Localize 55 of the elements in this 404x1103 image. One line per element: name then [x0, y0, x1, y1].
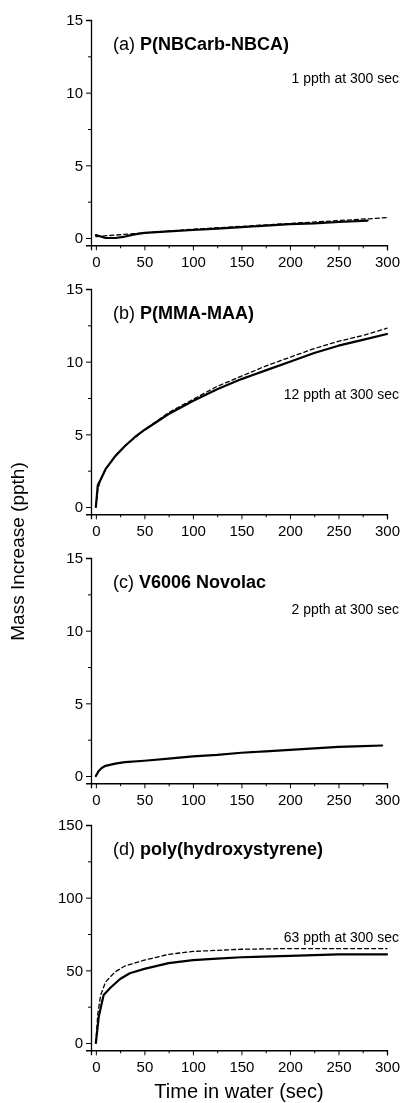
y-tick-label: 0: [74, 229, 83, 247]
text: (b) P(MMA-MAA): [113, 303, 254, 323]
annotation: 63 ppth at 300 sec: [283, 929, 399, 946]
x-tick-label: 200: [277, 790, 303, 808]
x-tick-label: 100: [180, 1057, 206, 1075]
x-tick-label: 200: [277, 521, 303, 539]
x-tick-label: 150: [229, 1057, 255, 1075]
x-tick-label: 100: [180, 521, 206, 539]
x-tick-label: 100: [180, 790, 206, 808]
x-tick-label: 300: [374, 1057, 401, 1075]
line-series: [94, 744, 384, 778]
x-tick-label: 150: [229, 252, 255, 270]
y-tick-label: 15: [66, 11, 83, 29]
x-tick-label: 50: [136, 1057, 154, 1075]
x-tick-label: 0: [92, 1057, 101, 1075]
y-tick-label: 15: [66, 549, 83, 567]
annotation: 1 ppth at 300 sec: [291, 70, 399, 87]
y-tick-label: 150: [57, 816, 83, 834]
x-tick-label: 250: [326, 252, 352, 270]
y-tick-label: 0: [74, 1034, 83, 1052]
y-tick-label: 50: [66, 961, 83, 979]
annotation: 12 ppth at 300 sec: [283, 386, 399, 403]
x-tick-label: 50: [136, 521, 154, 539]
x-tick-label: 250: [326, 790, 352, 808]
x-tick-label: 300: [374, 521, 401, 539]
y-tick-label: 5: [74, 425, 83, 443]
x-tick-label: 0: [92, 790, 101, 808]
y-tick-label: 5: [74, 694, 83, 712]
y-axis-title: Mass Increase (ppth): [7, 462, 28, 641]
x-tick-label: 150: [229, 521, 255, 539]
x-tick-label: 250: [326, 1057, 352, 1075]
y-tick-label: 5: [74, 156, 83, 174]
x-axis-title: Time in water (sec): [154, 1080, 324, 1103]
x-tick-label: 100: [180, 252, 206, 270]
x-tick-label: 0: [92, 252, 101, 270]
y-tick-label: 10: [66, 352, 83, 370]
x-tick-label: 0: [92, 521, 101, 539]
annotation: 2 ppth at 300 sec: [291, 601, 399, 618]
y-tick-label: 100: [57, 888, 83, 906]
y-tick-label: 0: [74, 498, 83, 516]
text: (d) poly(hydroxystyrene): [113, 839, 324, 859]
text: (a) P(NBCarb-NBCA): [113, 34, 289, 54]
y-tick-label: 0: [74, 767, 83, 785]
x-tick-label: 250: [326, 521, 352, 539]
y-tick-label: 10: [66, 83, 83, 101]
x-tick-label: 200: [277, 1057, 303, 1075]
x-tick-label: 50: [136, 252, 154, 270]
x-tick-label: 300: [374, 252, 401, 270]
y-tick-label: 15: [66, 280, 83, 298]
text: (c) V6006 Novolac: [113, 572, 267, 592]
x-tick-label: 200: [277, 252, 303, 270]
x-tick-label: 50: [136, 790, 154, 808]
x-tick-label: 300: [374, 790, 401, 808]
y-tick-label: 10: [66, 621, 83, 639]
x-tick-label: 150: [229, 790, 255, 808]
